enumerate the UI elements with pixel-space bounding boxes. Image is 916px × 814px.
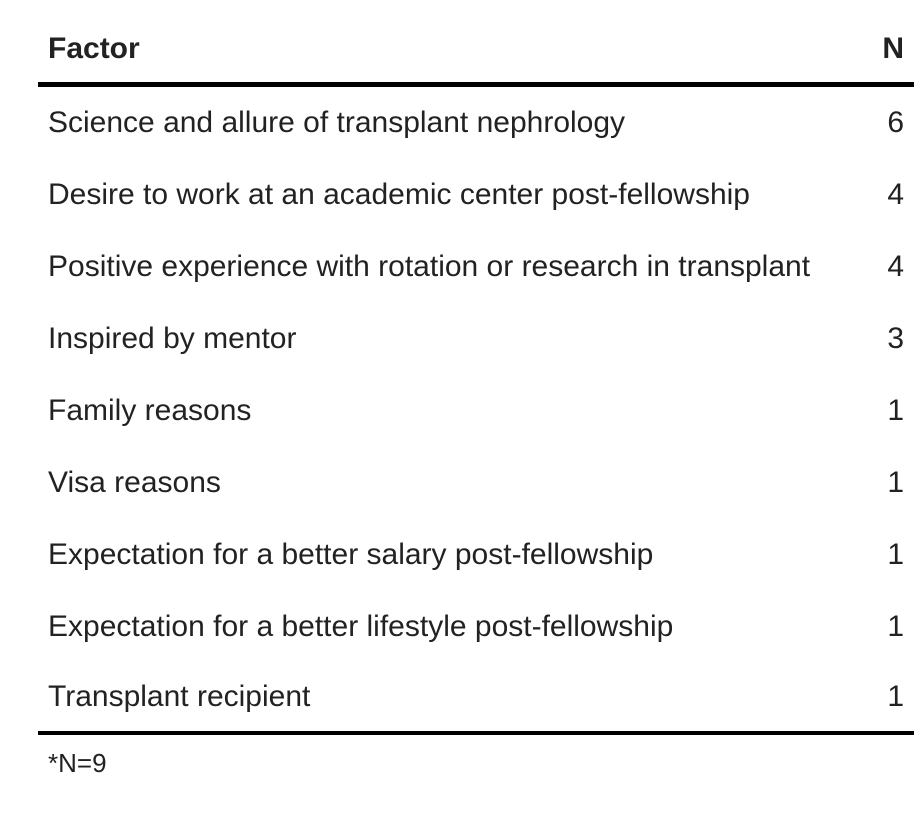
n-cell: 6 — [887, 105, 904, 139]
n-cell: 1 — [887, 394, 904, 427]
factor-cell: Positive experience with rotation or res… — [48, 250, 811, 283]
n-cell: 1 — [887, 538, 904, 571]
factor-cell: Expectation for a better lifestyle post-… — [48, 610, 674, 643]
n-cell: 1 — [887, 466, 904, 499]
table-row: Science and allure of transplant nephrol… — [38, 84, 914, 159]
n-cell: 3 — [887, 322, 904, 355]
factor-column-header: Factor — [38, 0, 864, 87]
table-row: Family reasons 1 — [38, 375, 914, 447]
factor-cell: Family reasons — [48, 394, 252, 427]
n-cell: 1 — [887, 610, 904, 643]
n-cell: 1 — [864, 663, 914, 735]
table-row: Desire to work at an academic center pos… — [38, 159, 914, 231]
factor-cell: Expectation for a better salary post-fel… — [48, 538, 654, 571]
factor-cell: Science and allure of transplant nephrol… — [48, 105, 626, 139]
table-row: Visa reasons 1 — [38, 447, 914, 519]
n-column-header: N — [864, 0, 914, 87]
factor-table-container: Factor N Science and allure of transplan… — [38, 0, 914, 735]
factor-cell: Desire to work at an academic center pos… — [48, 178, 750, 211]
table-row: Positive experience with rotation or res… — [38, 231, 914, 303]
factor-cell: Inspired by mentor — [48, 322, 297, 355]
table-row: Inspired by mentor 3 — [38, 303, 914, 375]
n-cell: 4 — [887, 250, 904, 283]
factor-table: Factor N Science and allure of transplan… — [38, 0, 914, 735]
table-footnote: *N=9 — [48, 748, 107, 778]
table-header-row: Factor N — [38, 0, 914, 87]
table-row: Expectation for a better salary post-fel… — [38, 519, 914, 591]
factor-cell: Transplant recipient — [38, 663, 864, 735]
table-row: Transplant recipient 1 — [38, 663, 914, 735]
factor-cell: Visa reasons — [48, 466, 221, 499]
n-cell: 4 — [887, 178, 904, 211]
table-row: Expectation for a better lifestyle post-… — [38, 591, 914, 663]
